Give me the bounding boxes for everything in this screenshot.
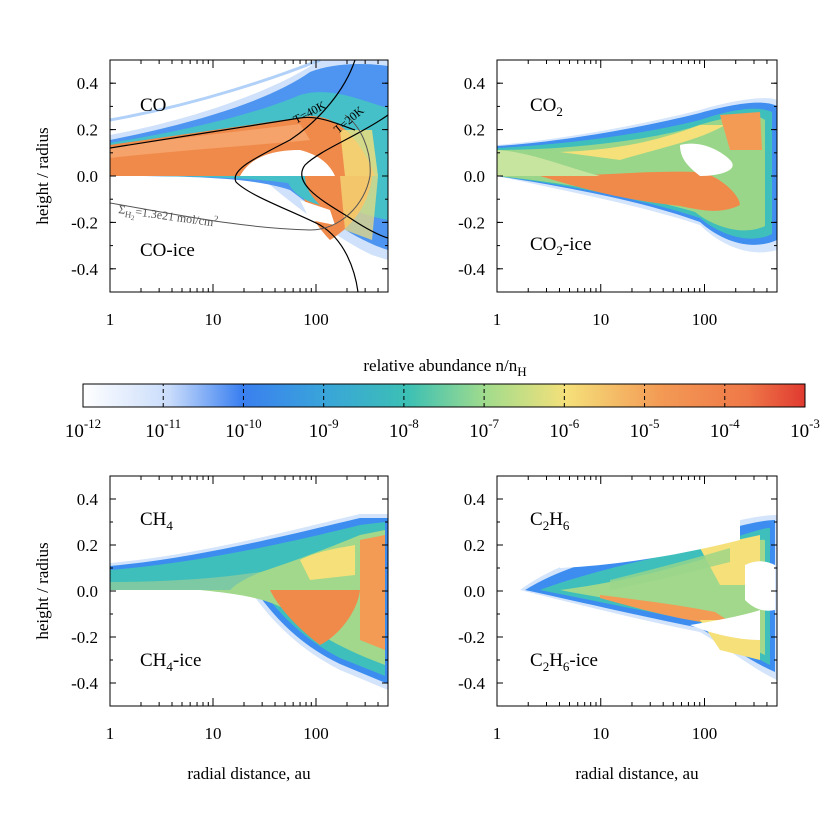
x-tick-label: 10 <box>592 724 609 743</box>
x-tick-label: 100 <box>303 310 329 329</box>
x-tick-label: 1 <box>106 310 115 329</box>
species-label: CH4 <box>140 509 173 533</box>
species-label: CO2 <box>530 95 563 119</box>
species-label: CO <box>140 95 166 116</box>
heatmap-co2 <box>497 98 777 253</box>
y-tick-label: 0.2 <box>464 536 485 555</box>
x-tick-label: 1 <box>493 724 502 743</box>
panel-co2: CO2 CO2-ice <box>496 59 778 293</box>
x-tick-label: 10 <box>205 310 222 329</box>
axis-ticks: 0.4 0.2 0.0 -0.2 -0.4 1 10 100 0.4 0.2 0.0 -0.2 -0.4… <box>71 59 778 743</box>
heatmap-c2h6 <box>520 515 777 680</box>
colorbar-tick-label: 10-12 <box>65 416 101 442</box>
y-tick-label: 0.0 <box>464 582 485 601</box>
y-tick-label: -0.2 <box>458 213 485 232</box>
x-tick-label: 10 <box>205 724 222 743</box>
x-tick-label: 10 <box>592 310 609 329</box>
colorbar-tick-label: 10-6 <box>549 416 579 442</box>
y-tick-label: 0.2 <box>77 536 98 555</box>
colorbar-ticks: 10-12 10-11 10-10 10-9 10-8 10-7 10-6 10-5 10-4 1… <box>65 384 820 442</box>
y-tick-label: -0.2 <box>71 628 98 647</box>
y-tick-label: -0.4 <box>458 674 485 693</box>
heatmap-ch4 <box>110 514 388 690</box>
x-tick-label: 1 <box>106 724 115 743</box>
panel-co: CO CO-ice T=40K T=20K ΣH2=1.3e21 mol/cm2 <box>109 59 389 293</box>
heatmap-co <box>110 60 388 292</box>
species-label: C2H6 <box>530 509 570 533</box>
y-tick-label: 0.4 <box>77 74 99 93</box>
y-tick-label: -0.2 <box>458 628 485 647</box>
ice-label: CH4-ice <box>140 650 201 674</box>
y-tick-label: -0.2 <box>71 213 98 232</box>
y-tick-label: 0.2 <box>77 121 98 140</box>
ice-label: CO2-ice <box>530 234 591 258</box>
x-axis-label-right: radial distance, au <box>575 764 699 783</box>
y-tick-label: -0.4 <box>458 260 485 279</box>
x-axis-label-left: radial distance, au <box>187 764 311 783</box>
colorbar-tick-label: 10-8 <box>389 416 419 442</box>
y-axis-label-top: height / radius <box>33 127 52 224</box>
panel-ch4: CH4 CH4-ice <box>109 475 389 707</box>
colorbar-tick-label: 10-9 <box>309 416 339 442</box>
y-tick-label: 0.4 <box>464 74 486 93</box>
y-tick-label: 0.2 <box>464 121 485 140</box>
x-tick-label: 100 <box>692 724 718 743</box>
colorbar-tick-label: 10-4 <box>710 416 740 442</box>
y-tick-label: 0.4 <box>77 490 99 509</box>
colorbar-title: relative abundance n/nH <box>363 356 526 379</box>
y-axis-label-bottom: height / radius <box>33 542 52 639</box>
x-tick-label: 100 <box>692 310 718 329</box>
ice-label: C2H6-ice <box>530 650 598 674</box>
y-tick-label: 0.4 <box>464 490 486 509</box>
x-tick-label: 1 <box>493 310 502 329</box>
colorbar-tick-label: 10-3 <box>790 416 820 442</box>
ice-label: CO-ice <box>140 240 195 261</box>
y-tick-label: 0.0 <box>464 167 485 186</box>
colorbar-tick-label: 10-5 <box>630 416 660 442</box>
y-tick-label: 0.0 <box>77 582 98 601</box>
colorbar-tick-label: 10-7 <box>469 416 499 442</box>
y-tick-label: -0.4 <box>71 674 98 693</box>
contour-label-sigma: ΣH2=1.3e21 mol/cm2 <box>117 200 219 234</box>
colorbar <box>82 383 806 408</box>
panel-c2h6: C2H6 C2H6-ice <box>496 475 778 707</box>
colorbar-tick-label: 10-11 <box>145 416 181 442</box>
y-tick-label: 0.0 <box>77 167 98 186</box>
x-tick-label: 100 <box>303 724 329 743</box>
y-tick-label: -0.4 <box>71 260 98 279</box>
colorbar-tick-label: 10-10 <box>225 416 261 442</box>
